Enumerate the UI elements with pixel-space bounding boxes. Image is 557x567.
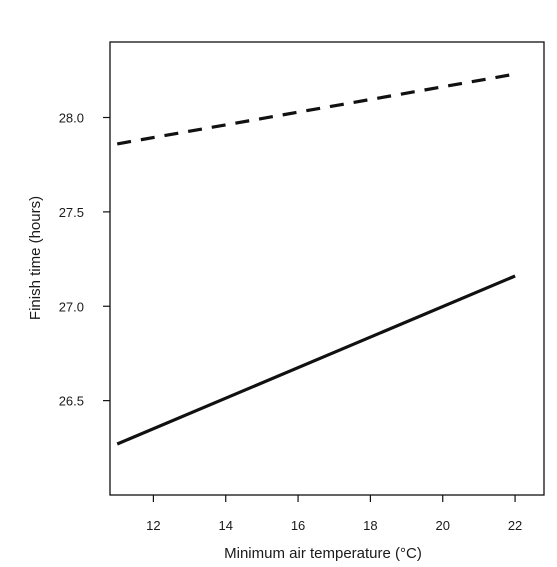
series-line-dashed [116,72,516,146]
plot-frame [109,41,545,496]
y-tick-label: 27.0 [59,299,84,314]
x-tick-label: 16 [291,518,305,533]
series-layer [116,72,516,446]
x-tick-label: 20 [435,518,449,533]
y-axis: 26.5 27.0 27.5 28.0 [59,111,110,409]
y-tick-label: 27.5 [59,205,84,220]
x-tick-label: 14 [218,518,232,533]
x-axis-title: Minimum air temperature (°C) [224,545,422,562]
x-tick-label: 22 [508,518,522,533]
y-axis-title: Finish time (hours) [27,196,44,320]
series-line-solid [116,274,516,446]
x-axis: 12 14 16 18 20 22 [146,495,522,533]
x-tick-label: 18 [363,518,377,533]
y-tick-label: 26.5 [59,394,84,409]
y-tick-label: 28.0 [59,111,84,126]
x-tick-label: 12 [146,518,160,533]
